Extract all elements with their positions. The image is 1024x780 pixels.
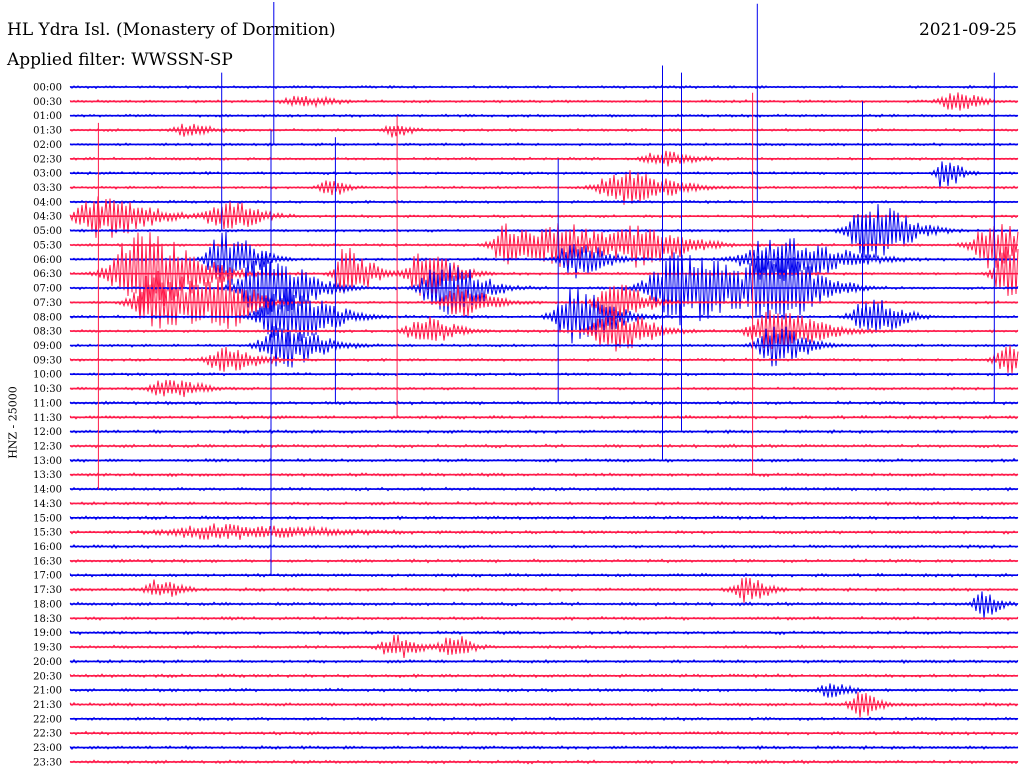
row-time-label: 02:30 (33, 154, 62, 165)
row-time-label: 15:30 (33, 528, 62, 539)
row-time-label: 02:00 (33, 140, 62, 151)
row-time-label: 04:30 (33, 212, 62, 223)
station-title: HL Ydra Isl. (Monastery of Dormition) (7, 20, 336, 40)
row-time-label: 14:30 (33, 499, 62, 510)
row-time-label: 14:00 (33, 485, 62, 496)
row-time-label: 11:30 (33, 413, 62, 424)
row-time-label: 12:30 (33, 442, 62, 453)
row-time-label: 09:30 (33, 355, 62, 366)
row-time-label: 16:00 (33, 542, 62, 553)
row-time-label: 23:00 (33, 743, 62, 754)
row-time-label: 03:00 (33, 169, 62, 180)
row-labels-group: 00:00 00:30 01:00 01:30 02:00 02:30 03:00 03:30… (33, 83, 62, 769)
seismic-trace-row (69, 457, 1019, 463)
seismic-trace-row (69, 287, 1019, 346)
filter-label: Applied filter: WWSSN-SP (7, 50, 233, 70)
row-time-label: 08:00 (33, 312, 62, 323)
row-time-label: 21:00 (33, 686, 62, 697)
row-time-label: 07:00 (33, 284, 62, 295)
seismic-trace-row (69, 591, 1019, 619)
row-time-label: 15:00 (33, 513, 62, 524)
row-time-label: 20:00 (33, 657, 62, 668)
row-time-label: 00:00 (33, 83, 62, 94)
row-time-label: 23:30 (33, 757, 62, 768)
row-time-label: 16:30 (33, 556, 62, 567)
seismic-trace-row (69, 204, 1019, 260)
row-time-label: 10:00 (33, 370, 62, 381)
row-time-label: 10:30 (33, 384, 62, 395)
row-time-label: 13:30 (33, 470, 62, 481)
row-time-label: 13:00 (33, 456, 62, 467)
row-time-label: 07:30 (33, 298, 62, 309)
row-time-label: 04:00 (33, 197, 62, 208)
row-time-label: 18:00 (33, 600, 62, 611)
row-time-label: 18:30 (33, 614, 62, 625)
seismic-trace-row (69, 429, 1019, 435)
row-time-label: 22:00 (33, 714, 62, 725)
row-time-label: 08:30 (33, 327, 62, 338)
row-time-label: 19:00 (33, 628, 62, 639)
row-time-label: 17:00 (33, 571, 62, 582)
seismic-trace-row (69, 515, 1019, 521)
row-time-label: 01:30 (33, 126, 62, 137)
seismic-trace-row (69, 161, 1019, 189)
row-time-label: 11:00 (33, 398, 62, 409)
row-time-label: 03:30 (33, 183, 62, 194)
row-time-label: 20:30 (33, 671, 62, 682)
row-time-label: 00:30 (33, 97, 62, 108)
row-time-label: 17:30 (33, 585, 62, 596)
date-label: 2021-09-25 (918, 20, 1017, 40)
row-time-label: 06:00 (33, 255, 62, 266)
row-time-label: 21:30 (33, 700, 62, 711)
row-time-label: 06:30 (33, 269, 62, 280)
row-time-label: 09:00 (33, 341, 62, 352)
row-time-label: 01:00 (33, 111, 62, 122)
row-time-label: 19:30 (33, 643, 62, 654)
traces-group (69, 2, 1019, 765)
row-time-label: 05:00 (33, 226, 62, 237)
row-time-label: 05:30 (33, 241, 62, 252)
row-time-label: 22:30 (33, 729, 62, 740)
row-time-label: 12:00 (33, 427, 62, 438)
seismic-trace-row (69, 683, 1019, 698)
